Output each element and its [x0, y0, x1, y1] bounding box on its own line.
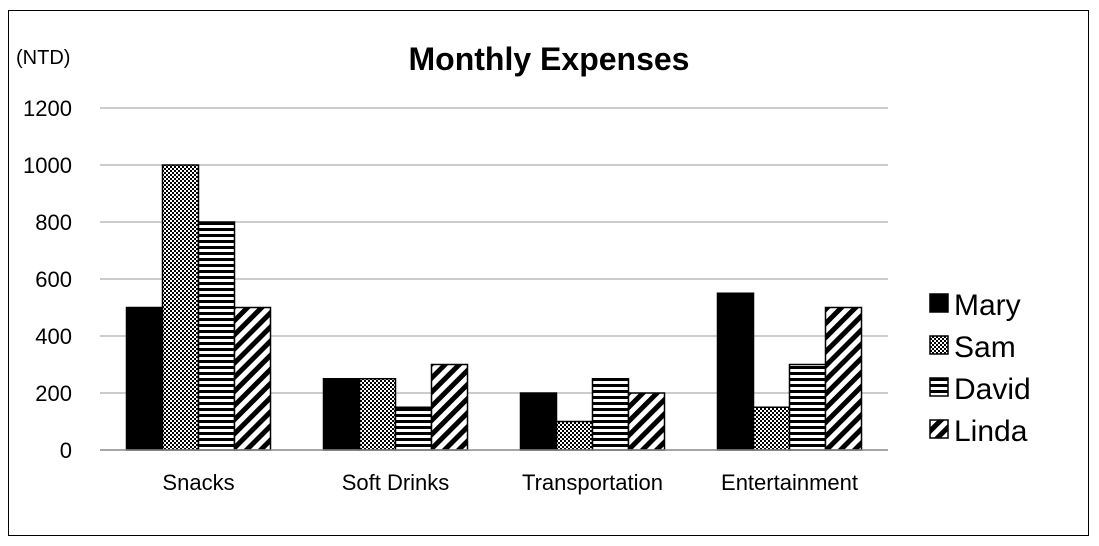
legend-swatch [929, 335, 949, 355]
chart-title: Monthly Expenses [409, 41, 690, 77]
y-axis-ticks: 0 200 400 600 800 1000 1200 [23, 96, 72, 463]
legend-label: Mary [954, 289, 1021, 322]
bars [125, 164, 863, 451]
bar [752, 406, 791, 451]
bar [430, 363, 469, 451]
bar [197, 221, 236, 451]
bar [233, 306, 272, 451]
bar [788, 363, 827, 451]
bar [322, 378, 361, 451]
x-category-label: Snacks [162, 470, 234, 495]
legend-swatch [929, 377, 949, 397]
legend-swatch [929, 419, 949, 439]
bar [627, 392, 666, 451]
y-tick-label: 1200 [23, 96, 72, 121]
bar [591, 378, 630, 451]
y-tick-label: 800 [35, 210, 72, 235]
legend-label: Sam [954, 331, 1016, 364]
bar [358, 378, 397, 451]
x-category-label: Entertainment [721, 470, 858, 495]
bar [519, 392, 558, 451]
legend-label: Linda [954, 415, 1028, 448]
y-axis-unit-label: (NTD) [16, 47, 70, 69]
bar [394, 406, 433, 451]
y-tick-label: 600 [35, 267, 72, 292]
bar [125, 306, 164, 451]
y-tick-label: 1000 [23, 153, 72, 178]
bar [716, 292, 755, 451]
y-tick-label: 0 [60, 438, 72, 463]
y-tick-label: 400 [35, 324, 72, 349]
y-tick-label: 200 [35, 381, 72, 406]
legend-label: David [954, 373, 1031, 406]
legend-swatch [929, 293, 949, 313]
x-category-label: Transportation [522, 470, 663, 495]
category-labels: Snacks Soft Drinks Transportation Entertain… [162, 470, 858, 495]
bar [555, 420, 594, 451]
bar [824, 306, 863, 451]
bar [161, 164, 200, 451]
x-category-label: Soft Drinks [342, 470, 450, 495]
legend: Mary Sam David Linda [929, 289, 1031, 448]
